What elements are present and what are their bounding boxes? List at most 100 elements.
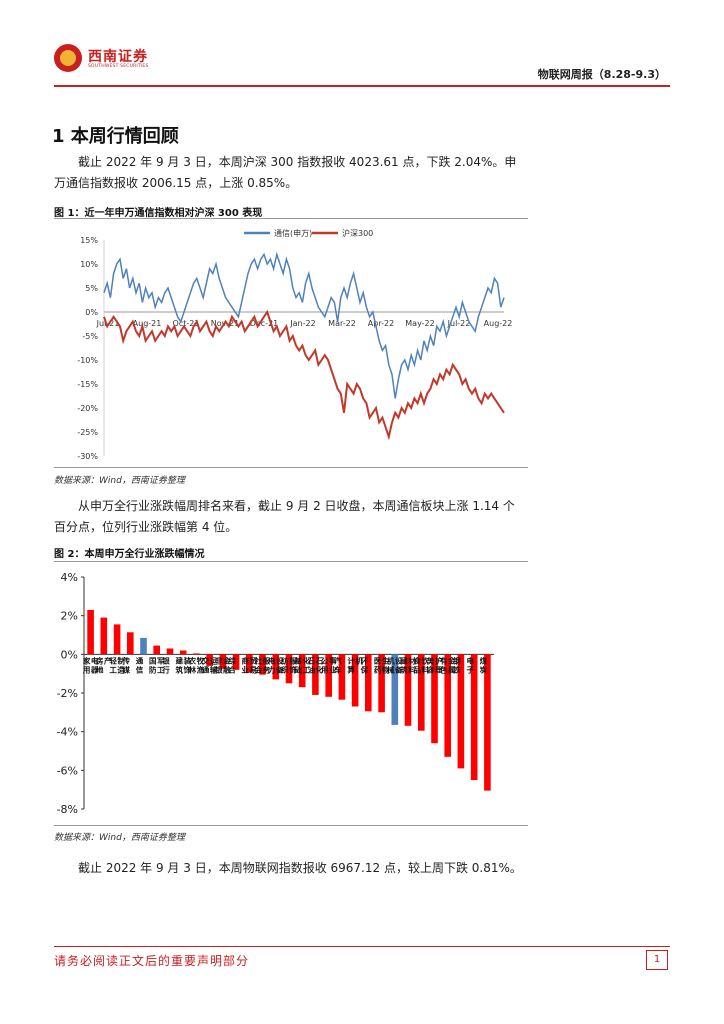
category-label: 交通运输 <box>202 655 218 674</box>
y-tick-label: 4% <box>61 571 78 584</box>
category-label: 家用电器 <box>83 655 99 674</box>
category-label: 农林牧渔 <box>188 655 205 674</box>
category-label: 纺织服饰 <box>281 655 297 674</box>
category-label: 钢铁 <box>453 655 461 674</box>
bar <box>127 632 134 655</box>
report-title: 物联网周报（8.28-9.3） <box>537 68 666 81</box>
category-label: 建筑装饰 <box>174 655 191 674</box>
bar <box>166 648 174 655</box>
category-label: 基础化工 <box>293 655 310 674</box>
bar <box>391 654 399 725</box>
category-label: 环保 <box>360 656 369 674</box>
x-tick-label: Aug-21 <box>133 319 162 328</box>
y-tick-label: -15% <box>77 380 98 389</box>
bar <box>246 654 253 673</box>
bar <box>87 609 94 655</box>
y-tick-label: -5% <box>82 332 98 341</box>
bar <box>179 650 187 655</box>
category-label: 传媒 <box>122 655 131 674</box>
bar <box>351 654 359 707</box>
category-label: 计算机 <box>347 655 363 674</box>
category-label: 石油石化 <box>307 656 324 674</box>
paragraph-iot-index: 截止 2022 年 9 月 3 日，本周物联网指数报收 6967.12 点，较上… <box>78 861 522 875</box>
legend-label-1: 沪深300 <box>342 228 373 238</box>
x-tick-label: Oct-21 <box>173 319 200 328</box>
bar <box>312 654 319 695</box>
bar <box>444 654 451 757</box>
figure-2-bottom-rule <box>54 825 528 826</box>
y-tick-label: -25% <box>77 428 98 437</box>
bar <box>193 653 200 655</box>
figure-2-label: 图 2：本周申万全行业涨跌幅情况 <box>54 549 205 560</box>
figure-1-source: 数据来源：Wind，西南证券整理 <box>54 476 185 486</box>
series-line-0 <box>103 251 505 399</box>
figure-1-label: 图 1：近一年申万通信指数相对沪深 300 表现 <box>54 208 263 219</box>
bar <box>219 654 227 669</box>
category-label: 非银金融 <box>215 655 231 674</box>
category-label: 食品饮料 <box>414 655 430 674</box>
y-tick-label: 15% <box>80 236 98 245</box>
logo-chinese-name: 西南证券 <box>88 49 148 65</box>
category-label: 有色金属 <box>440 655 456 674</box>
bar <box>206 654 213 666</box>
bar <box>232 654 240 670</box>
bar <box>470 654 478 780</box>
bar <box>457 654 465 769</box>
y-tick-label: 2% <box>61 610 78 623</box>
category-label: 医药生物 <box>374 655 390 674</box>
figure-2-top-rule <box>54 561 528 562</box>
y-tick-label: -4% <box>57 726 78 739</box>
bar <box>378 654 385 713</box>
page-number: 1 <box>646 950 668 970</box>
page-header: 西南证券 SOUTHWEST SECURITIES 物联网周报（8.28-9.3… <box>0 0 724 90</box>
logo-emblem-icon <box>54 44 82 72</box>
footer-divider <box>54 946 670 947</box>
y-tick-label: 0% <box>85 308 98 317</box>
y-tick-label: 5% <box>85 284 98 293</box>
category-label: 机械设备 <box>387 655 403 674</box>
category-label: 商业贸易 <box>242 655 258 674</box>
bar <box>404 654 412 726</box>
figure-2-source: 数据来源：Wind，西南证券整理 <box>54 833 185 843</box>
bar <box>259 654 266 675</box>
logo-english-name: SOUTHWEST SECURITIES <box>88 64 149 69</box>
bar <box>365 654 372 712</box>
y-tick-label: -2% <box>57 687 78 700</box>
category-label: 综合 <box>228 655 236 674</box>
series-line-1 <box>103 309 505 441</box>
company-logo: 西南证券 SOUTHWEST SECURITIES <box>54 44 154 74</box>
bar <box>338 654 346 700</box>
y-tick-label: -8% <box>57 803 78 816</box>
bar <box>272 654 280 680</box>
paragraph-industry-ranking: 从申万全行业涨跌幅周排名来看，截止 9 月 2 日收盘，本周通信板块上涨 1.1… <box>54 499 515 534</box>
legend-label-0: 通信(申万) <box>274 228 312 238</box>
y-tick-label: -30% <box>77 452 98 461</box>
figure-1-top-rule <box>54 218 528 219</box>
bar <box>153 645 160 655</box>
category-label: 电子 <box>466 655 474 674</box>
bar <box>418 654 425 731</box>
x-tick-label: Jul-21 <box>96 319 120 328</box>
bar <box>431 654 438 744</box>
y-tick-label: -20% <box>77 404 98 413</box>
section-title: 1 本周行情回顾 <box>52 126 179 147</box>
figure-2-chart: 4% 2% 0% -2% -4% -6% -8% 家用电器 房地产 轻工制造 传媒 通信 国防军工 银行建… <box>54 563 528 825</box>
bar <box>484 654 491 791</box>
figure-1-chart: 15% 10% 5% 0% -5% -10% -15% -20% -25% -30% Jul-21 A… <box>54 220 528 466</box>
footer-disclaimer: 请务必阅读正文后的重要声明部分 <box>54 954 250 968</box>
bar <box>298 654 306 688</box>
bar <box>100 617 108 655</box>
y-tick-label: 10% <box>80 260 98 269</box>
x-tick-label: Aug-22 <box>484 319 513 328</box>
category-label: 建筑材料 <box>399 655 416 674</box>
category-label: 社会服务 <box>254 655 271 674</box>
y-tick-label: 0% <box>61 648 78 661</box>
x-tick-label: Dec-21 <box>250 319 279 328</box>
category-label: 轻工制造 <box>109 655 125 674</box>
category-label: 银行 <box>161 655 170 674</box>
bar-chart-svg: 4%2%0%-2%-4%-6%-8%家用电器房地产轻工制造传媒通信国防军工银行建… <box>57 571 494 816</box>
y-tick-label: -6% <box>57 764 78 777</box>
x-tick-label: Jan-22 <box>289 319 315 328</box>
header-divider <box>54 85 670 87</box>
category-label: 公用事业 <box>321 655 337 674</box>
